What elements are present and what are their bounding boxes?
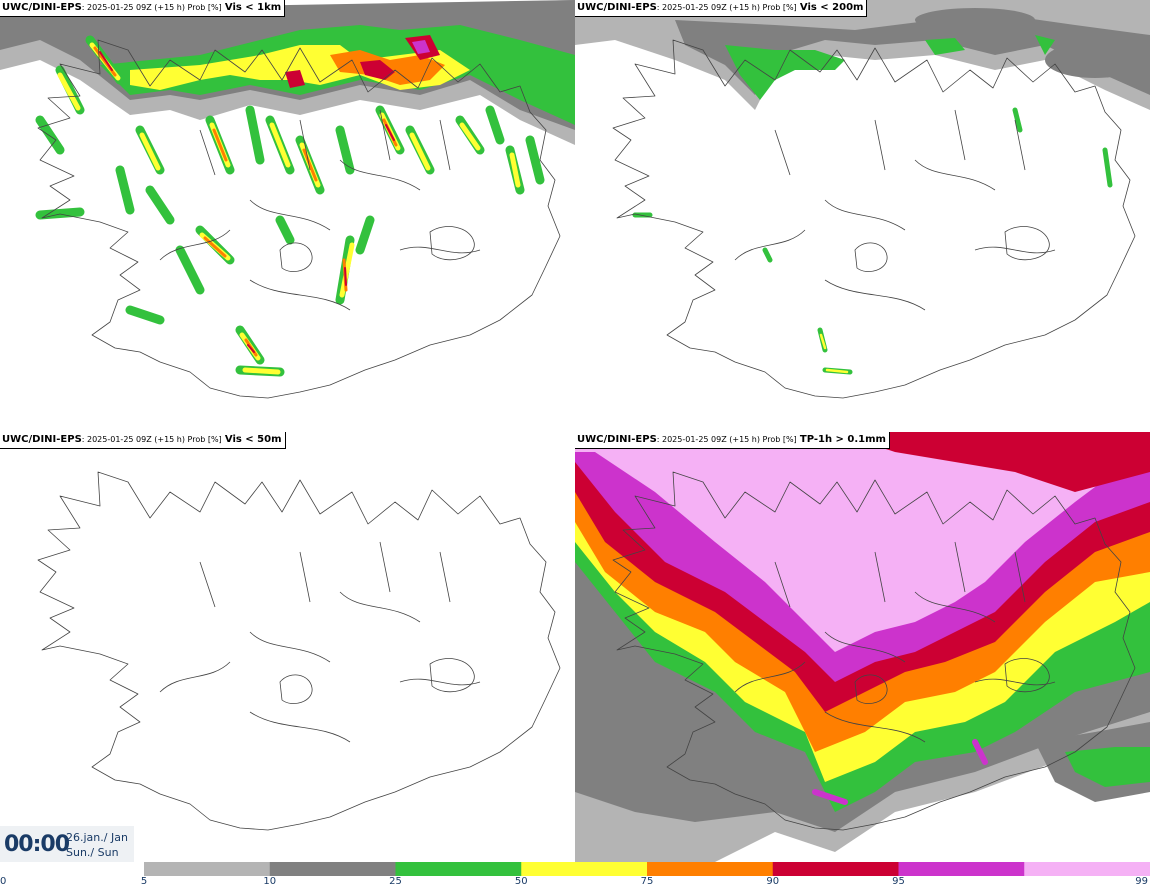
map-panel-vis-1km: UWC/DINI-EPS: 2025-01-25 09Z (+15 h) Pro… bbox=[0, 0, 575, 430]
probability-map bbox=[0, 432, 575, 862]
parameter-name: TP-1h > 0.1mm bbox=[799, 434, 886, 445]
legend-tick-label: 75 bbox=[640, 876, 654, 887]
run-meta: : 2025-01-25 09Z (+15 h) Prob [%] bbox=[81, 435, 222, 444]
legend-bin bbox=[647, 862, 774, 876]
legend-tick-label: 99 bbox=[1135, 876, 1148, 887]
legend-tick-label: 90 bbox=[766, 876, 780, 887]
parameter-name: Vis < 50m bbox=[224, 434, 282, 445]
panel-title: UWC/DINI-EPS: 2025-01-25 09Z (+15 h) Pro… bbox=[0, 432, 286, 449]
legend-bin bbox=[521, 862, 648, 876]
panel-title: UWC/DINI-EPS: 2025-01-25 09Z (+15 h) Pro… bbox=[575, 432, 890, 449]
valid-date-line: 26.jan./ Jan bbox=[66, 831, 128, 844]
panel-title: UWC/DINI-EPS: 2025-01-25 09Z (+15 h) Pro… bbox=[0, 0, 286, 17]
probability-map bbox=[575, 0, 1150, 430]
legend-bin bbox=[772, 862, 899, 876]
valid-day-line: Sun./ Sun bbox=[66, 846, 119, 859]
map-panel-vis-200m: UWC/DINI-EPS: 2025-01-25 09Z (+15 h) Pro… bbox=[575, 0, 1150, 430]
valid-time-box: 00:00 26.jan./ Jan Sun./ Sun bbox=[0, 826, 134, 862]
probability-legend: 0 5 10 25 50 75 90 95 99 bbox=[0, 862, 1150, 891]
map-panel-vis-50m: UWC/DINI-EPS: 2025-01-25 09Z (+15 h) Pro… bbox=[0, 432, 575, 862]
map-panel-tp-1h: UWC/DINI-EPS: 2025-01-25 09Z (+15 h) Pro… bbox=[575, 432, 1150, 862]
legend-bin bbox=[395, 862, 522, 876]
panel-title: UWC/DINI-EPS: 2025-01-25 09Z (+15 h) Pro… bbox=[575, 0, 868, 17]
probability-map bbox=[0, 0, 575, 430]
model-name: UWC/DINI-EPS bbox=[577, 434, 657, 445]
legend-tick-label: 50 bbox=[514, 876, 528, 887]
model-name: UWC/DINI-EPS bbox=[2, 2, 82, 13]
legend-tick-label: 5 bbox=[140, 876, 148, 887]
legend-tick-label: 25 bbox=[389, 876, 402, 887]
legend-bin bbox=[144, 862, 271, 876]
parameter-name: Vis < 1km bbox=[224, 2, 282, 13]
legend-bin bbox=[1024, 862, 1150, 876]
legend-tick-label: 0 bbox=[0, 876, 7, 887]
legend-tick-label: 10 bbox=[263, 876, 277, 887]
run-meta: : 2025-01-25 09Z (+15 h) Prob [%] bbox=[656, 3, 797, 12]
run-meta: : 2025-01-25 09Z (+15 h) Prob [%] bbox=[656, 435, 797, 444]
legend-bin bbox=[269, 862, 396, 876]
legend-tick-label: 95 bbox=[892, 876, 905, 887]
run-meta: : 2025-01-25 09Z (+15 h) Prob [%] bbox=[81, 3, 222, 12]
legend-bin bbox=[898, 862, 1025, 876]
model-name: UWC/DINI-EPS bbox=[577, 2, 657, 13]
legend-color-bar bbox=[144, 862, 1150, 876]
valid-time-clock: 00:00 bbox=[4, 832, 70, 857]
valid-time-date: 26.jan./ Jan Sun./ Sun bbox=[66, 830, 128, 860]
model-name: UWC/DINI-EPS bbox=[2, 434, 82, 445]
probability-map bbox=[575, 432, 1150, 862]
parameter-name: Vis < 200m bbox=[799, 2, 864, 13]
